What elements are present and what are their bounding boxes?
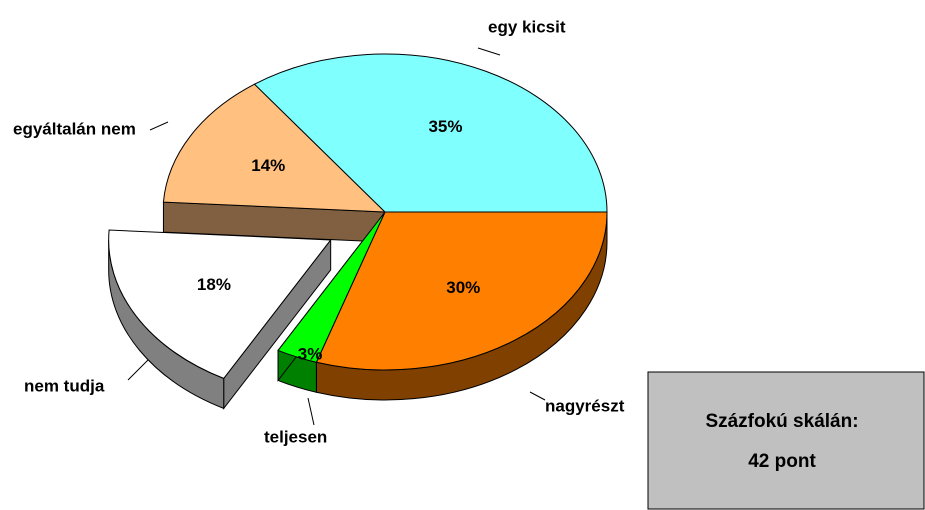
annotation-line: 42 pont [748,451,816,472]
value-label: 14% [251,156,285,175]
slice [315,211,608,371]
leader-line [149,121,169,131]
annotation-line: Százfokú skálán: [705,411,858,432]
leader-line [529,391,546,401]
value-label: 35% [428,117,462,136]
category-label: egyáltalán nem [13,119,136,138]
slice [277,211,386,363]
leader-line [477,47,501,56]
slice [108,229,332,380]
slice [162,83,387,213]
leader-line [127,359,149,381]
category-label: teljesen [264,427,327,446]
value-label: 18% [197,275,231,294]
annotation-box [647,371,925,510]
category-label: nagyrészt [545,396,625,415]
leader-line [307,397,315,426]
value-label: 30% [446,278,480,297]
category-label: nem tudja [24,376,105,395]
slice [253,53,608,213]
category-label: egy kicsit [488,17,566,36]
value-label: 3% [298,345,323,364]
